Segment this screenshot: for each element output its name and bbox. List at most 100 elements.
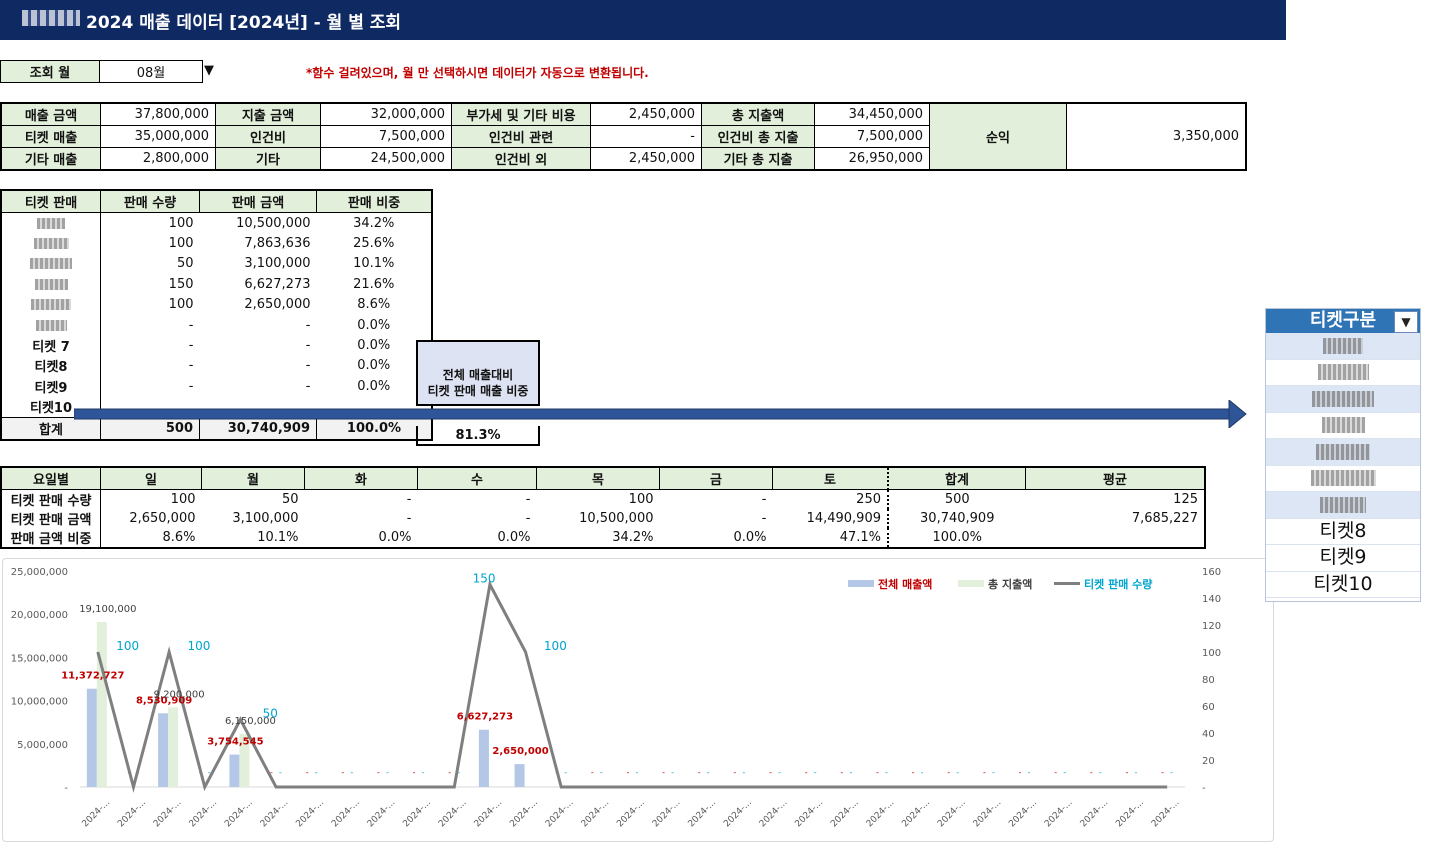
zero-marker: - xyxy=(341,768,344,777)
y-right-tick: 160 xyxy=(1202,567,1221,578)
zero-marker: - xyxy=(270,768,273,777)
ticket-qty: 50 xyxy=(176,256,194,272)
zero-marker: - xyxy=(1028,768,1031,777)
qty-label: 100 xyxy=(544,639,567,653)
query-label: 조회 월 xyxy=(0,60,100,83)
weekday-cell: - xyxy=(525,511,531,526)
x-tick: 2024-... xyxy=(401,798,433,830)
expense-label: 6,150,000 xyxy=(225,716,276,727)
ticket-amount: - xyxy=(305,358,311,374)
zero-marker: - xyxy=(422,768,425,777)
total-cell: 합계 xyxy=(0,416,101,441)
weekday-cell: 판매 금액 비중 xyxy=(0,528,101,548)
summary-cell: 2,450,000 xyxy=(590,147,702,171)
ticket-name xyxy=(0,294,101,315)
weekday-header: 일 xyxy=(100,466,202,490)
summary-cell: 인건비 외 xyxy=(451,147,591,171)
slicer-item[interactable] xyxy=(1266,466,1420,492)
zero-marker: - xyxy=(315,768,318,777)
slicer-item[interactable]: 티켓8 xyxy=(1266,519,1420,545)
weekday-cell: 125 xyxy=(1025,489,1206,509)
logo xyxy=(22,10,80,26)
x-tick: 2024-... xyxy=(580,798,612,830)
weekday-cell: 0.0% xyxy=(497,530,531,545)
zero-marker: - xyxy=(671,768,674,777)
zero-marker: - xyxy=(1063,768,1066,777)
table-row: 100 10,500,000 34.2% xyxy=(0,212,433,234)
x-tick: 2024-... xyxy=(544,798,576,830)
x-tick: 2024-... xyxy=(615,798,647,830)
ticket-ratio: 34.2% xyxy=(316,212,433,234)
x-tick: 2024-... xyxy=(900,798,932,830)
weekday-cell: 티켓 판매 수량 xyxy=(0,489,101,509)
table-row: 티켓 7- -0.0% xyxy=(0,335,433,356)
table-row: 50 3,100,000 10.1% xyxy=(0,253,433,275)
slicer-item[interactable]: 티켓10 xyxy=(1266,572,1420,598)
revenue-label: 6,627,273 xyxy=(457,712,513,723)
slicer-item[interactable] xyxy=(1266,439,1420,466)
net-label: 순익 xyxy=(929,102,1067,171)
slicer-item[interactable] xyxy=(1266,413,1420,439)
zero-marker: - xyxy=(885,768,888,777)
weekday-cell: 0.0% xyxy=(378,530,412,545)
weekday-header: 합계 xyxy=(887,466,1026,490)
month-select[interactable]: 08월 xyxy=(99,60,203,83)
x-tick: 2024-... xyxy=(473,798,505,830)
weekday-cell: 14,490,909 xyxy=(772,509,889,528)
x-tick: 2024-... xyxy=(1114,798,1146,830)
y-right-tick: 140 xyxy=(1202,594,1221,605)
x-tick: 2024-... xyxy=(758,798,790,830)
blurred-ticket-name xyxy=(33,238,69,250)
ticket-amount: - xyxy=(305,317,311,333)
slicer-item[interactable]: 티켓9 xyxy=(1266,545,1420,572)
title-bar: 2024 매출 데이터 [2024년] - 월 별 조회 xyxy=(0,0,1286,40)
slicer-item[interactable] xyxy=(1266,360,1420,386)
ticket-qty: - xyxy=(188,317,194,333)
net-value: 3,350,000 xyxy=(1066,102,1247,171)
zero-marker: - xyxy=(1126,768,1129,777)
blurred-ticket-name xyxy=(35,319,67,331)
weekday-cell: 100 xyxy=(100,489,202,509)
zero-marker: - xyxy=(377,768,380,777)
table-row: 티켓9- -0.0% xyxy=(0,376,433,397)
ticket-qty: 100 xyxy=(168,215,194,231)
summary-cell: 37,800,000 xyxy=(100,102,216,126)
summary-cell: 기타 매출 xyxy=(0,147,101,171)
query-note: *함수 걸려있으며, 월 만 선택하시면 데이터가 자동으로 변환됩니다. xyxy=(306,66,649,80)
summary-cell: 35,000,000 xyxy=(100,125,216,148)
weekday-cell: 50 xyxy=(281,492,299,507)
slicer-item[interactable] xyxy=(1266,386,1420,413)
weekday-cell: 10,500,000 xyxy=(579,511,654,526)
y-left-tick: 10,000,000 xyxy=(11,697,68,708)
sales-chart: 25,000,000 20,000,000 15,000,000 10,000,000… xyxy=(11,567,1221,830)
slicer-title: 티켓구분 xyxy=(1309,310,1377,331)
blurred-ticket-name xyxy=(37,217,65,229)
expense-bar xyxy=(239,733,250,787)
summary-row: 매출 금액 37,800,000 지출 금액 32,000,000 부가세 및 기타 비… xyxy=(0,102,1247,171)
slicer-item[interactable] xyxy=(1266,492,1420,519)
y-right-tick: 100 xyxy=(1202,648,1221,659)
blurred-item-label xyxy=(1317,364,1369,380)
ratio-box: 전체 매출대비 티켓 판매 매출 비중 xyxy=(416,340,540,406)
weekday-header: 금 xyxy=(659,466,773,490)
slicer-item[interactable] xyxy=(1266,333,1420,360)
filter-dropdown-icon[interactable]: ▼ xyxy=(1394,311,1418,333)
ticket-filter-slicer[interactable]: 티켓구분 ▼ 티켓8 티켓9 티켓10 xyxy=(1265,308,1421,602)
x-tick: 2024-... xyxy=(865,798,897,830)
x-tick: 2024-... xyxy=(223,798,255,830)
zero-marker: - xyxy=(698,768,701,777)
revenue-bar xyxy=(158,713,169,787)
y-right-tick: 20 xyxy=(1202,756,1215,767)
weekday-cell: - xyxy=(525,492,531,507)
summary-cell: 24,500,000 xyxy=(320,147,452,171)
weekday-cell: 250 xyxy=(772,489,889,509)
weekday-header: 월 xyxy=(201,466,305,490)
ticket-amount: - xyxy=(305,378,311,394)
y-left-tick: 15,000,000 xyxy=(11,653,68,664)
zero-marker: - xyxy=(1161,768,1164,777)
chart-area xyxy=(2,558,1274,842)
dropdown-arrow-icon[interactable]: ▼ xyxy=(204,63,214,78)
expense-bar xyxy=(96,621,107,787)
zero-marker: - xyxy=(627,768,630,777)
revenue-label: 3,754,545 xyxy=(207,737,263,748)
